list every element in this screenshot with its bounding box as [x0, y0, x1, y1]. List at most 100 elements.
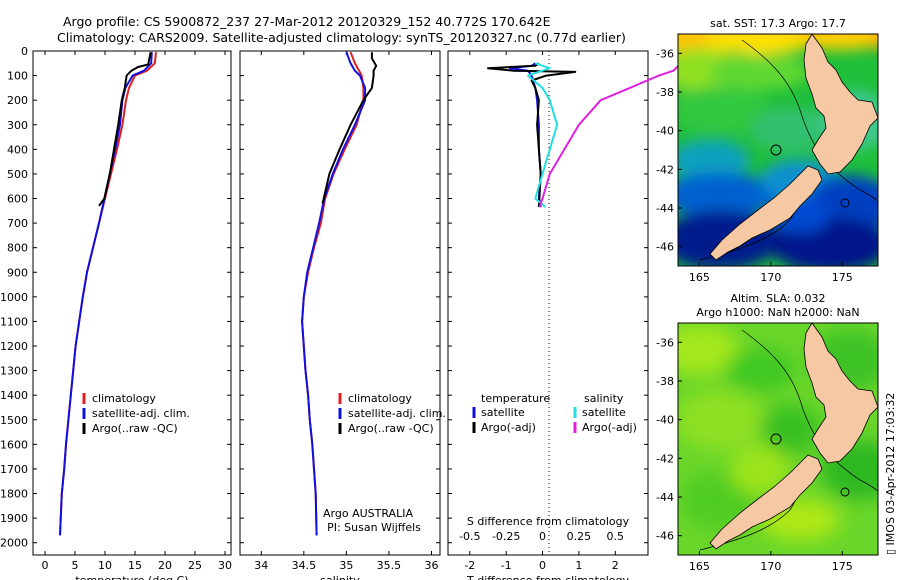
sla-map-title-2: Argo h1000: NaN h2000: NaN — [696, 306, 860, 319]
t-diff-tick-label: 0 — [539, 559, 546, 572]
argo-position-marker — [770, 433, 782, 445]
s-diff-tick-label: 0 — [539, 530, 546, 543]
x-axis-label: temperature (deg C) — [75, 574, 188, 580]
depth-tick-label: 1100 — [0, 315, 28, 328]
pi-label: PI: Susan Wijffels — [327, 521, 421, 534]
depth-tick-label: 1600 — [0, 438, 28, 451]
legend-label: Argo(..raw -QC) — [92, 422, 178, 435]
depth-tick-label: 1800 — [0, 488, 28, 501]
sla-map — [678, 323, 878, 555]
argo-position-marker — [840, 487, 850, 497]
x-tick-label: 0 — [42, 559, 49, 572]
legend-label: Argo(-adj) — [582, 421, 637, 434]
depth-tick-label: 500 — [7, 168, 28, 181]
legend-label: satellite-adj. clim. — [348, 407, 446, 420]
south-island-shape — [709, 165, 823, 261]
series-line-salinity-satellite — [527, 62, 559, 208]
south-island-shape — [709, 454, 823, 550]
map-lat-label: -46 — [656, 530, 674, 543]
x-tick-label: 5 — [72, 559, 79, 572]
depth-tick-label: 1200 — [0, 340, 28, 353]
x-tick-label: 25 — [188, 559, 202, 572]
x-tick-label: 34 — [254, 559, 268, 572]
series-line-temperature-argo-adj- — [487, 62, 577, 208]
t-diff-tick-label: 1 — [575, 559, 582, 572]
temp-panel-frame — [32, 50, 232, 556]
map-lat-label: -36 — [656, 47, 674, 60]
s-diff-tick-label: -0.5 — [459, 530, 480, 543]
depth-tick-label: 1500 — [0, 414, 28, 427]
north-island-shape — [803, 34, 878, 175]
map-lat-label: -40 — [656, 125, 674, 138]
sla-map-frame — [677, 322, 879, 556]
depth-tick-label: 600 — [7, 193, 28, 206]
legend-header-salinity: salinity — [584, 392, 624, 405]
t-diff-axis-label: T difference from climatology — [466, 574, 629, 580]
series-line-satellite-adj-clim- — [301, 51, 367, 536]
map-lat-label: -38 — [656, 375, 674, 388]
t-diff-tick-label: -2 — [464, 559, 475, 572]
depth-tick-label: 1700 — [0, 463, 28, 476]
argo-program-label: Argo AUSTRALIA — [323, 507, 413, 520]
imos-watermark: ▯ IMOS 03-Apr-2012 17:03:32 — [884, 392, 897, 555]
t-diff-tick-label: 2 — [612, 559, 619, 572]
depth-tick-label: 1900 — [0, 512, 28, 525]
series-line-satellite-adj-clim- — [59, 52, 153, 536]
depth-tick-label: 300 — [7, 119, 28, 132]
series-line-salinity-argo-adj- — [538, 62, 682, 208]
legend-label: climatology — [348, 392, 412, 405]
s-diff-tick-label: -0.25 — [492, 530, 520, 543]
s-diff-tick-label: 0.5 — [607, 530, 625, 543]
x-tick-label: 15 — [128, 559, 142, 572]
sal-panel-frame — [239, 50, 441, 556]
legend-label: Argo(..raw -QC) — [348, 422, 434, 435]
sst-map-title: sat. SST: 17.3 Argo: 17.7 — [710, 17, 846, 30]
legend-label: satellite — [582, 406, 626, 419]
series-line-climatology — [59, 52, 157, 536]
legend-label: satellite — [481, 406, 525, 419]
x-tick-label: 34.5 — [292, 559, 317, 572]
s-diff-axis-label: S difference from climatology — [467, 515, 630, 528]
sst-map-frame — [677, 33, 879, 267]
depth-tick-label: 1400 — [0, 389, 28, 402]
map-lat-label: -42 — [656, 163, 674, 176]
depth-tick-label: 1300 — [0, 365, 28, 378]
map-lat-label: -38 — [656, 86, 674, 99]
figure-title-line2: Climatology: CARS2009. Satellite-adjuste… — [57, 30, 626, 45]
legend-header-temperature: temperature — [481, 392, 550, 405]
depth-tick-label: 100 — [7, 70, 28, 83]
diff-panel-frame — [447, 50, 649, 556]
depth-tick-label: 800 — [7, 242, 28, 255]
x-tick-label: 36 — [424, 559, 438, 572]
depth-tick-label: 1000 — [0, 291, 28, 304]
series-line-argo-raw-qc- — [98, 52, 152, 207]
depth-tick-label: 200 — [7, 94, 28, 107]
legend-label: climatology — [92, 392, 156, 405]
x-tick-label: 35 — [339, 559, 353, 572]
map-lat-label: -40 — [656, 414, 674, 427]
figure-title-line1: Argo profile: CS 5900872_237 27-Mar-2012… — [63, 14, 551, 29]
map-lat-label: -44 — [656, 202, 674, 215]
map-lon-label: 170 — [760, 271, 781, 284]
series-line-argo-raw-qc- — [321, 52, 378, 204]
sst-map — [678, 34, 878, 266]
series-line-temperature-satellite — [508, 62, 542, 208]
x-tick-label: 10 — [98, 559, 112, 572]
map-lon-label: 165 — [689, 560, 710, 573]
x-tick-label: 30 — [218, 559, 232, 572]
depth-tick-label: 900 — [7, 266, 28, 279]
depth-tick-label: 400 — [7, 143, 28, 156]
t-diff-tick-label: -1 — [501, 559, 512, 572]
map-lon-label: 175 — [832, 271, 853, 284]
map-lat-label: -44 — [656, 491, 674, 504]
x-tick-label: 20 — [158, 559, 172, 572]
depth-tick-label: 700 — [7, 217, 28, 230]
legend-label: Argo(-adj) — [481, 421, 536, 434]
map-lon-label: 175 — [832, 560, 853, 573]
map-lon-label: 165 — [689, 271, 710, 284]
map-lat-label: -42 — [656, 452, 674, 465]
depth-tick-label: 0 — [21, 45, 28, 58]
s-diff-tick-label: 0.25 — [567, 530, 592, 543]
sla-map-title-1: Altim. SLA: 0.032 — [730, 292, 826, 305]
